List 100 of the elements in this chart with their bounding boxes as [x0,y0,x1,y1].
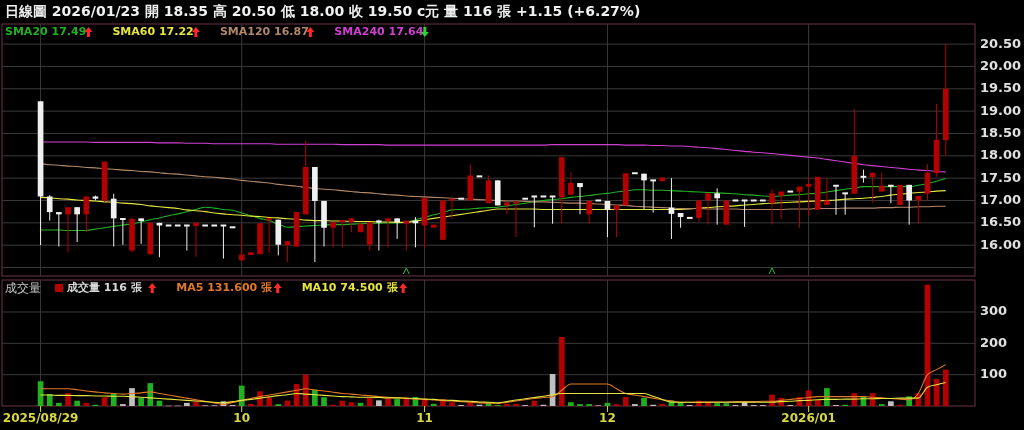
bar [366,397,373,406]
candlestick [842,192,848,216]
candlestick [138,217,144,245]
x-tick-label: 11 [416,411,433,425]
line-series [40,364,947,405]
candlestick [650,179,656,214]
y-tick-label: 18.50 [980,124,1022,140]
candlestick [220,224,227,260]
text: MA5 131.600 張 [176,281,274,294]
candlestick [513,201,519,238]
y-tick-label: 16.50 [980,214,1022,230]
y-tick-label: 19.00 [980,102,1022,118]
bar [814,399,821,406]
bar [504,403,510,406]
y-tick-label: 20.50 [980,35,1022,51]
candlestick [714,187,720,226]
candlestick [394,217,400,240]
candlestick [696,199,702,222]
bar [348,402,355,406]
candlestick [385,217,391,248]
candlestick [705,192,711,226]
bar [184,402,190,406]
candlestick [769,188,775,226]
candlestick [778,191,784,220]
candlestick [56,211,62,248]
bar [622,396,629,406]
candlestick [110,193,117,248]
bar [888,401,894,406]
text: SMA240 17.64 [334,25,424,38]
candlestick [376,219,382,252]
y-tick-label: 200 [980,334,1008,350]
bar [138,397,144,406]
candlestick [915,195,922,225]
bar [83,402,90,406]
text: SMA20 17.49 [5,25,87,38]
candlestick [120,217,126,246]
candlestick [330,221,336,248]
x-tick-label: 12 [599,411,616,425]
bar [641,397,647,406]
bar [723,403,730,406]
bar [266,397,272,406]
y-tick-label: 20.00 [980,57,1022,73]
candlestick [238,223,245,261]
bar [430,403,437,406]
candlestick [613,204,620,238]
bar [394,399,400,406]
candlestick [888,184,894,204]
bar [942,369,949,406]
text: SMA120 16.87 [219,25,309,38]
candlestick [403,220,410,252]
bar [56,402,62,406]
bar [321,397,327,406]
legend-label: 成交量 116 張 [66,281,143,294]
candlestick [65,206,71,253]
candlestick [577,182,583,215]
candlestick [46,194,53,222]
bar [659,403,666,406]
bar [101,397,108,406]
candlestick [805,176,812,217]
candlestick [366,221,373,252]
candlestick [504,201,510,215]
x-tick-label: 2026/01 [781,411,836,425]
bar [449,402,455,406]
text: MA10 74.500 張 [301,281,399,294]
candlestick [193,222,199,258]
bar [339,400,346,406]
bar [238,385,245,406]
y-tick-label: 300 [980,303,1008,319]
candlestick [833,184,839,216]
candlestick [549,195,556,225]
candlestick [156,222,163,258]
candlestick [878,172,885,193]
bar [248,403,254,406]
bar [65,393,71,406]
candlestick [266,217,272,254]
bar [74,400,80,406]
y-tick-label: 100 [980,366,1008,382]
y-tick-label: 17.00 [980,191,1022,207]
y-tick-label: 16.00 [980,236,1022,252]
chart-title: 成交量 [5,280,41,295]
candlestick [339,220,346,248]
bar [568,402,574,406]
candlestick [906,184,912,226]
bar [558,337,565,406]
chart-title: 日線圖 2026/01/23 開 18.35 高 20.50 低 18.00 收 19.50 c元 量 116 張 +1.15 (+6.27%) [5,3,641,19]
candlestick [184,224,190,252]
y-tick-label: 19.50 [980,80,1022,96]
text: SMA60 17.22 [112,25,194,38]
bar [531,400,538,406]
line-series [40,381,947,404]
candlestick [83,195,90,233]
x-tick-label: 10 [233,411,251,425]
x-tick-label: 2025/08/29 [2,411,79,425]
y-tick-label: 17.50 [980,169,1022,185]
candlestick [641,173,647,210]
candlestick [74,206,80,243]
bar [376,400,382,406]
candlestick [531,195,538,228]
candlestick [741,199,748,228]
candlestick [824,177,830,206]
